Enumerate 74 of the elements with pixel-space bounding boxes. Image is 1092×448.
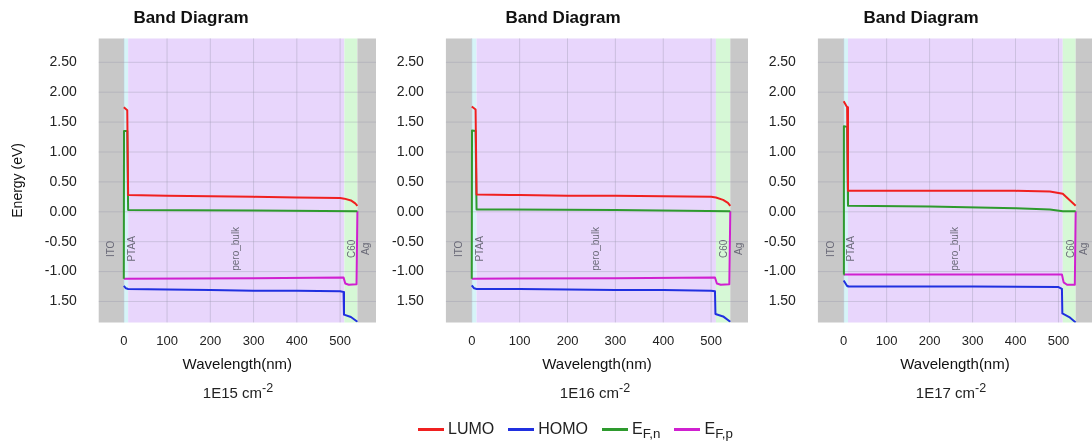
band-label: PTAA xyxy=(125,235,137,262)
y-tick-label: 1.00 xyxy=(396,142,425,159)
legend-label: LUMO xyxy=(447,420,495,439)
x-tick-label: 200 xyxy=(556,332,579,348)
y-tick-label: 2.50 xyxy=(49,53,77,70)
x-tick-label: 200 xyxy=(199,332,222,348)
x-axis-title: Wavelength(nm) xyxy=(900,355,1010,373)
band-label: pero_bulk xyxy=(949,225,961,271)
chart-title: Band Diagram xyxy=(863,7,979,27)
band-label: PTAA xyxy=(845,235,857,262)
y-tick-label: 2.50 xyxy=(768,53,797,70)
chart-title: Band Diagram xyxy=(133,7,249,27)
y-tick-label: 1.50 xyxy=(768,292,797,309)
y-tick-label: 2.00 xyxy=(49,83,77,100)
x-tick-label: 200 xyxy=(918,332,941,348)
x-tick-label: 100 xyxy=(156,332,178,348)
y-tick-label: 0.00 xyxy=(396,202,425,219)
text: 1E17 cm$^{-2}$ xyxy=(914,381,988,401)
legend-label: E$_{F,n}$ xyxy=(631,420,661,442)
y-tick-label: 1.00 xyxy=(49,142,77,159)
y-tick-label: -1.00 xyxy=(763,262,797,279)
y-tick-label: -1.00 xyxy=(44,262,77,279)
x-tick-label: 500 xyxy=(329,332,351,348)
y-tick-label: 1.00 xyxy=(768,142,797,159)
x-axis-title: Wavelength(nm) xyxy=(182,355,293,373)
band-label: PTAA xyxy=(473,235,485,262)
y-tick-label: 0.00 xyxy=(768,202,797,219)
y-tick-label: 1.50 xyxy=(768,112,797,129)
x-tick-label: 400 xyxy=(285,332,308,348)
x-axis-title: Wavelength(nm) xyxy=(542,355,652,373)
y-tick-label: -0.50 xyxy=(391,232,425,249)
y-tick-label: 1.50 xyxy=(396,112,425,129)
y-tick-label: 0.00 xyxy=(49,202,77,219)
band-label: C60 xyxy=(717,239,729,259)
text: 1E16 cm$^{-2}$ xyxy=(558,381,632,401)
band-label: Ag xyxy=(360,242,372,255)
x-tick-label: 300 xyxy=(961,332,984,348)
y-tick-label: 1.50 xyxy=(49,292,77,309)
y-tick-label: 2.00 xyxy=(768,83,797,100)
legend-label: E$_{F,p}$ xyxy=(703,420,733,442)
x-tick-label: 0 xyxy=(120,332,128,348)
y-axis-title: Energy (eV) xyxy=(9,143,26,218)
x-tick-label: 300 xyxy=(242,332,265,348)
band-label: C60 xyxy=(1064,239,1076,259)
y-tick-label: 0.50 xyxy=(396,172,425,189)
y-tick-label: 1.50 xyxy=(396,292,425,309)
chart-title: Band Diagram xyxy=(505,7,621,27)
band-label: C60 xyxy=(346,239,358,259)
y-tick-label: -0.50 xyxy=(44,232,77,249)
x-tick-label: 500 xyxy=(700,332,722,348)
x-tick-label: 400 xyxy=(652,332,675,348)
y-tick-label: -1.00 xyxy=(391,262,425,279)
legend-label: HOMO xyxy=(537,420,589,439)
band-label: pero_bulk xyxy=(230,225,242,271)
x-tick-label: 0 xyxy=(468,332,476,348)
band-label: pero_bulk xyxy=(589,225,601,271)
text: 1E15 cm$^{-2}$ xyxy=(201,381,275,401)
x-tick-label: 300 xyxy=(604,332,627,348)
band-label: Ag xyxy=(1077,242,1089,255)
x-tick-label: 100 xyxy=(875,332,898,348)
x-tick-label: 0 xyxy=(840,332,848,348)
y-tick-label: -0.50 xyxy=(763,232,797,249)
y-tick-label: 0.50 xyxy=(49,172,77,189)
x-tick-label: 400 xyxy=(1004,332,1027,348)
x-tick-label: 100 xyxy=(508,332,531,348)
band-label: ITO xyxy=(105,240,117,258)
band-label: Ag xyxy=(732,242,744,255)
y-tick-label: 2.00 xyxy=(396,83,425,100)
band-label: ITO xyxy=(452,240,464,258)
y-tick-label: 1.50 xyxy=(49,112,77,129)
y-tick-label: 2.50 xyxy=(396,53,425,70)
band-label: ITO xyxy=(824,240,836,258)
x-tick-label: 500 xyxy=(1047,332,1070,348)
y-tick-label: 0.50 xyxy=(768,172,797,189)
